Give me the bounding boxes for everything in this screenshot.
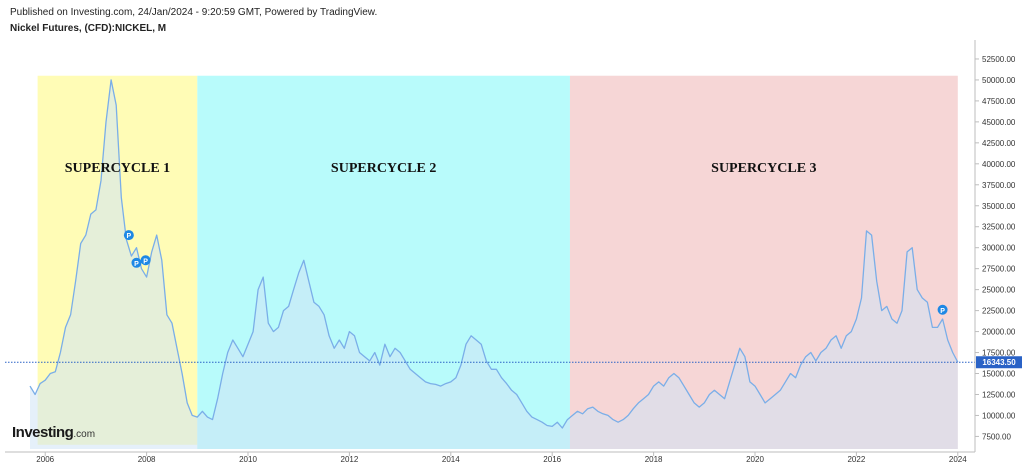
- y-tick-label: 12500.00: [982, 390, 1016, 399]
- zone-label-2: SUPERCYCLE 2: [331, 161, 436, 176]
- y-tick-label: 50000.00: [982, 76, 1016, 85]
- symbol-title: Nickel Futures, (CFD):NICKEL, M: [10, 23, 167, 34]
- x-tick-label: 2022: [847, 455, 865, 464]
- y-tick-label: 20000.00: [982, 328, 1016, 337]
- y-tick-label: 32500.00: [982, 223, 1016, 232]
- y-tick-label: 40000.00: [982, 160, 1016, 169]
- y-tick-label: 25000.00: [982, 286, 1016, 295]
- area-layer: [30, 79, 958, 450]
- marker-p-2: [131, 257, 142, 268]
- last-price-label: 16343.50: [982, 358, 1016, 367]
- x-tick-label: 2018: [645, 455, 663, 464]
- published-notice: Published on Investing.com, 24/Jan/2024 …: [10, 7, 378, 18]
- x-tick-label: 2008: [138, 455, 156, 464]
- zone-labels-layer: SUPERCYCLE 1 SUPERCYCLE 2 SUPERCYCLE 3: [65, 161, 817, 176]
- marker-label-2: P: [134, 261, 139, 268]
- price-line: [29, 79, 959, 429]
- y-tick-label: 42500.00: [982, 139, 1016, 148]
- x-tick-label: 2014: [442, 455, 460, 464]
- axes-layer: 7500.00 10000.00 12500.00 15000.00 17500.00 2…: [5, 40, 1022, 464]
- marker-p-1: [123, 230, 134, 241]
- x-tick-label: 2016: [543, 455, 561, 464]
- y-tick-label: 52500.00: [982, 55, 1016, 64]
- y-tick-label: 17500.00: [982, 349, 1016, 358]
- zone-label-1: SUPERCYCLE 1: [65, 161, 170, 176]
- logo-domain: .com: [73, 429, 96, 440]
- x-tick-label: 2020: [746, 455, 764, 464]
- last-price-badge: [976, 356, 1022, 369]
- x-tick-label: 2010: [239, 455, 257, 464]
- x-tick-label: 2006: [36, 455, 54, 464]
- x-tick-label: 2024: [949, 455, 967, 464]
- marker-label-3: P: [143, 258, 148, 265]
- logo-name: Investing: [12, 424, 74, 441]
- y-tick-label: 22500.00: [982, 307, 1016, 316]
- y-tick-label: 15000.00: [982, 370, 1016, 379]
- line-layer: [29, 79, 959, 429]
- y-tick-label: 30000.00: [982, 244, 1016, 253]
- x-tick-label: 2012: [341, 455, 359, 464]
- y-tick-label: 27500.00: [982, 265, 1016, 274]
- y-tick-label: 45000.00: [982, 118, 1016, 127]
- investing-logo: Investing.com: [12, 424, 95, 441]
- marker-p-4: [937, 304, 948, 315]
- marker-label-4: P: [940, 308, 945, 315]
- y-tick-label: 10000.00: [982, 411, 1016, 420]
- y-tick-label: 37500.00: [982, 181, 1016, 190]
- y-tick-label: 35000.00: [982, 202, 1016, 211]
- y-tick-label: 7500.00: [982, 432, 1011, 441]
- marker-p-3: [140, 255, 151, 266]
- price-area: [30, 79, 958, 450]
- y-tick-label: 47500.00: [982, 97, 1016, 106]
- markers-layer: PP PP: [123, 230, 948, 315]
- zone-label-3: SUPERCYCLE 3: [711, 161, 816, 176]
- marker-label-1: P: [127, 233, 132, 240]
